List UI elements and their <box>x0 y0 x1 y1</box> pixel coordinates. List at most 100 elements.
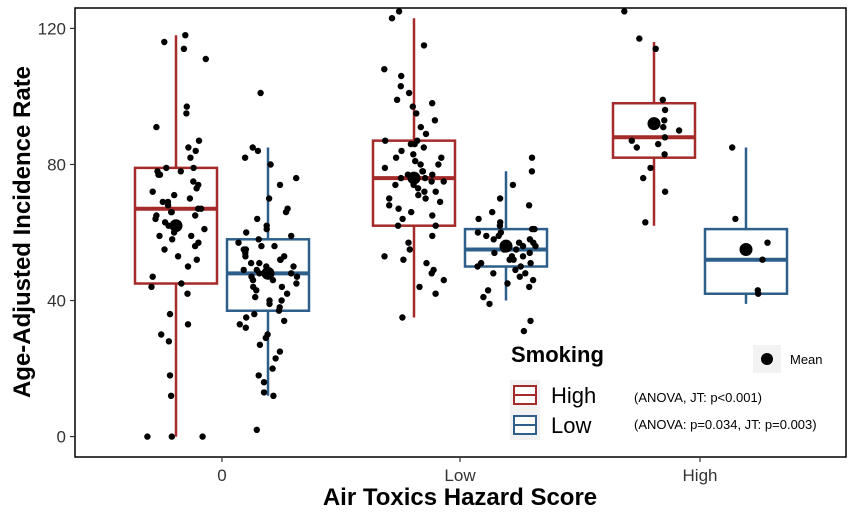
data-point <box>276 181 284 189</box>
data-point <box>420 144 427 151</box>
data-point <box>193 185 200 192</box>
data-point <box>419 168 427 175</box>
data-point <box>257 89 264 97</box>
data-point <box>159 198 166 206</box>
data-point <box>177 168 184 175</box>
data-point <box>398 147 405 155</box>
data-point <box>392 181 399 189</box>
data-point <box>163 164 170 172</box>
data-point <box>432 290 439 297</box>
data-point <box>149 188 156 195</box>
data-point <box>484 287 492 294</box>
data-point <box>517 263 524 270</box>
data-point <box>260 379 268 386</box>
data-point <box>255 372 262 379</box>
y-axis: 0 40 80 120 <box>38 19 75 447</box>
data-point <box>249 144 256 151</box>
data-point <box>421 174 429 182</box>
data-point <box>655 140 662 148</box>
data-point <box>406 246 413 253</box>
data-point <box>253 426 260 433</box>
data-point <box>429 232 436 240</box>
data-point <box>288 232 295 240</box>
data-point <box>413 110 420 117</box>
box-group-low-low <box>463 154 549 335</box>
data-point <box>166 372 174 379</box>
legend-note-low: (ANOVA: p=0.034, JT: p=0.003) <box>634 417 817 432</box>
legend: Smoking High (ANOVA, JT: p<0.001) Low (A… <box>510 342 823 440</box>
legend-mean-marker <box>761 353 773 365</box>
data-point <box>256 270 263 277</box>
data-point <box>652 45 659 52</box>
data-point <box>293 273 301 280</box>
data-point <box>395 8 403 15</box>
data-point <box>242 324 249 331</box>
data-point <box>516 273 523 280</box>
legend-mean-label: Mean <box>790 352 823 367</box>
data-point <box>506 256 513 263</box>
data-point <box>168 208 175 216</box>
y-tick-label: 120 <box>38 19 66 38</box>
data-point <box>386 195 393 202</box>
data-point <box>640 174 647 182</box>
data-point <box>153 123 160 131</box>
data-point <box>190 178 197 185</box>
data-point <box>400 256 407 263</box>
data-point <box>408 208 415 216</box>
data-point <box>187 154 194 161</box>
data-point <box>169 236 176 243</box>
data-point <box>531 225 538 233</box>
data-point <box>251 310 258 318</box>
data-point <box>527 259 534 267</box>
legend-mean: Mean <box>753 345 823 373</box>
data-point <box>269 365 276 372</box>
data-point <box>178 280 185 287</box>
data-point <box>759 256 766 263</box>
legend-note-high: (ANOVA, JT: p<0.001) <box>634 390 762 405</box>
data-point <box>255 236 262 243</box>
data-point <box>247 259 255 267</box>
y-tick-label: 0 <box>57 428 66 447</box>
chart-marks <box>133 8 789 440</box>
data-point <box>184 290 191 297</box>
x-tick-label: Low <box>444 466 476 485</box>
box-group-high-low <box>371 8 457 321</box>
data-point <box>397 174 405 182</box>
data-point <box>628 137 635 144</box>
data-point <box>764 239 771 246</box>
data-point <box>633 144 640 151</box>
data-point <box>420 42 428 49</box>
data-point <box>526 249 533 257</box>
data-point <box>495 232 502 240</box>
data-point <box>260 389 268 396</box>
data-point <box>474 263 481 270</box>
legend-label-low: Low <box>551 413 591 438</box>
data-point <box>256 341 264 348</box>
data-point <box>525 202 533 209</box>
data-point <box>152 215 159 223</box>
data-point <box>405 239 412 246</box>
data-point <box>398 72 405 80</box>
data-point <box>275 307 283 314</box>
data-point <box>532 242 539 250</box>
data-point <box>242 253 249 260</box>
data-point <box>277 256 284 263</box>
data-point <box>388 15 396 22</box>
data-point <box>236 321 243 328</box>
mean-marker <box>169 219 183 233</box>
data-point <box>621 8 628 15</box>
data-point <box>290 263 297 270</box>
data-point <box>288 270 295 277</box>
data-point <box>659 96 666 104</box>
box-group-high-0 <box>133 32 219 440</box>
x-tick-label: 0 <box>217 466 226 485</box>
data-point <box>414 185 422 192</box>
mean-marker <box>739 243 753 257</box>
data-point <box>283 290 291 297</box>
data-point <box>661 151 668 158</box>
data-point <box>399 314 406 321</box>
data-point <box>431 117 439 124</box>
data-point <box>164 202 172 209</box>
data-point <box>270 392 277 399</box>
data-point <box>394 222 402 229</box>
